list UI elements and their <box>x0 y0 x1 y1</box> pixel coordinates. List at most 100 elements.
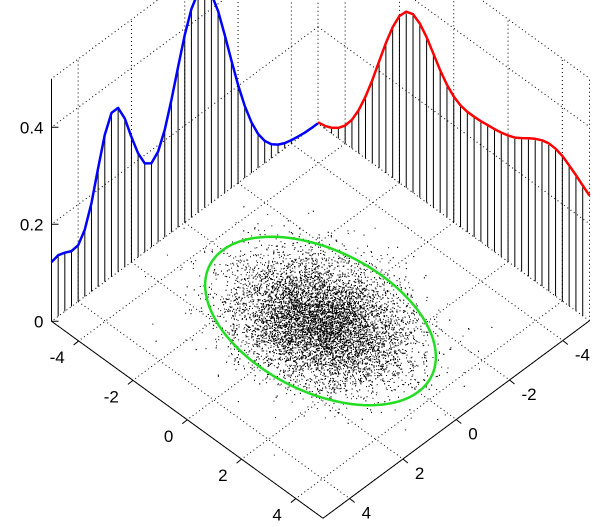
scatter-point <box>380 272 381 273</box>
scatter-point <box>349 296 350 297</box>
scatter-point <box>340 358 341 359</box>
scatter-point <box>265 234 266 235</box>
scatter-point <box>309 274 310 275</box>
scatter-point <box>347 377 348 378</box>
scatter-point <box>325 333 326 334</box>
x-tick-mark <box>291 499 296 503</box>
scatter-point <box>316 326 317 327</box>
scatter-point <box>267 333 268 334</box>
scatter-point <box>333 388 334 389</box>
scatter-point <box>276 313 277 314</box>
scatter-point <box>353 300 354 301</box>
scatter-point <box>280 360 281 361</box>
scatter-point <box>297 337 298 338</box>
scatter-point <box>391 319 392 320</box>
scatter-point <box>273 272 274 273</box>
marginal-y-stems <box>58 0 311 316</box>
scatter-point <box>350 341 351 342</box>
scatter-point <box>400 282 401 283</box>
scatter-point <box>363 399 364 400</box>
scatter-point <box>326 307 327 308</box>
scatter-point <box>311 330 312 331</box>
scatter-point <box>404 327 405 328</box>
scatter-point <box>378 295 379 296</box>
scatter-point <box>248 362 249 363</box>
scatter-point <box>252 331 253 332</box>
scatter-point <box>303 350 304 351</box>
scatter-point <box>293 319 294 320</box>
scatter-point <box>329 288 330 289</box>
scatter-point <box>365 270 366 271</box>
scatter-point <box>280 297 281 298</box>
scatter-point <box>280 333 281 334</box>
scatter-point <box>288 305 289 306</box>
scatter-point <box>307 352 308 353</box>
scatter-point <box>362 342 363 343</box>
scatter-point <box>370 272 371 273</box>
scatter-point <box>271 225 272 226</box>
scatter-point <box>288 308 289 309</box>
scatter-point <box>379 362 380 363</box>
scatter-point <box>290 390 291 391</box>
scatter-point <box>275 343 276 344</box>
scatter-point <box>341 353 342 354</box>
scatter-point <box>329 397 330 398</box>
scatter-point <box>356 369 357 370</box>
scatter-point <box>321 372 322 373</box>
scatter-point <box>374 322 375 323</box>
scatter-point <box>373 339 374 340</box>
scatter-point <box>396 320 397 321</box>
scatter-point <box>406 375 407 376</box>
scatter-point <box>238 320 239 321</box>
scatter-point <box>376 332 377 333</box>
scatter-point <box>302 332 303 333</box>
scatter-point <box>259 310 260 311</box>
scatter-point <box>268 273 269 274</box>
scatter-point <box>266 377 267 378</box>
scatter-point <box>327 364 328 365</box>
scatter-point <box>309 353 310 354</box>
scatter-point <box>356 263 357 264</box>
scatter-point <box>354 378 355 379</box>
scatter-point <box>352 384 353 385</box>
scatter-point <box>271 321 272 322</box>
scatter-point <box>357 312 358 313</box>
scatter-point <box>391 329 392 330</box>
scatter-point <box>334 389 335 390</box>
scatter-point <box>383 319 384 320</box>
scatter-point <box>184 228 185 229</box>
scatter-point <box>330 378 331 379</box>
scatter-point <box>327 318 328 319</box>
scatter-point <box>334 370 335 371</box>
scatter-point <box>326 316 327 317</box>
scatter-point <box>248 266 249 267</box>
scatter-point <box>303 368 304 369</box>
scatter-point <box>256 312 257 313</box>
scatter-point <box>304 312 305 313</box>
scatter-point <box>218 375 219 376</box>
scatter-point <box>379 296 380 297</box>
scatter-point <box>325 362 326 363</box>
scatter-point <box>317 260 318 261</box>
scatter-point <box>264 306 265 307</box>
scatter-point <box>293 284 294 285</box>
scatter-point <box>264 274 265 275</box>
scatter-point <box>342 357 343 358</box>
scatter-point <box>373 345 374 346</box>
scatter-point <box>323 254 324 255</box>
scatter-point <box>428 345 429 346</box>
scatter-point <box>249 284 250 285</box>
scatter-point <box>383 279 384 280</box>
scatter-point <box>408 343 409 344</box>
scatter-point <box>271 345 272 346</box>
scatter-point <box>291 275 292 276</box>
scatter-point <box>357 316 358 317</box>
scatter-point <box>244 328 245 329</box>
scatter-point <box>388 396 389 397</box>
y-tick-mark <box>563 341 568 345</box>
scatter-point <box>261 322 262 323</box>
scatter-point <box>388 247 389 248</box>
scatter-point <box>286 258 287 259</box>
scatter-point <box>283 343 284 344</box>
scatter-point <box>470 351 471 352</box>
